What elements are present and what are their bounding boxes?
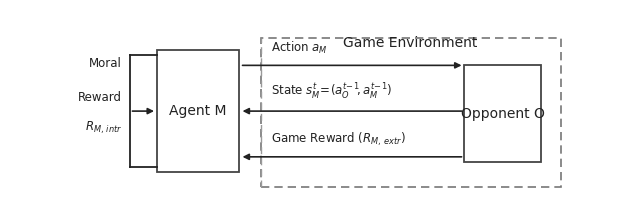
Text: Moral: Moral — [90, 57, 122, 70]
Bar — [465, 65, 541, 162]
Bar — [261, 38, 561, 187]
Text: Reward: Reward — [78, 91, 122, 104]
Text: Opponent O: Opponent O — [461, 107, 545, 121]
Text: Agent M: Agent M — [169, 104, 227, 118]
Text: Action $a_M$: Action $a_M$ — [271, 40, 328, 56]
Text: State $s_M^t$$\!=\!(a_O^{t\!-\!1}\!,a_M^{t\!-\!1})$: State $s_M^t$$\!=\!(a_O^{t\!-\!1}\!,a_M^… — [271, 82, 392, 102]
Text: Game Environment: Game Environment — [342, 36, 477, 50]
Text: $R_{M,\,intr}$: $R_{M,\,intr}$ — [85, 120, 122, 136]
Text: Game Reward $(R_{M,\,extr})$: Game Reward $(R_{M,\,extr})$ — [271, 130, 406, 148]
Bar — [157, 50, 239, 172]
